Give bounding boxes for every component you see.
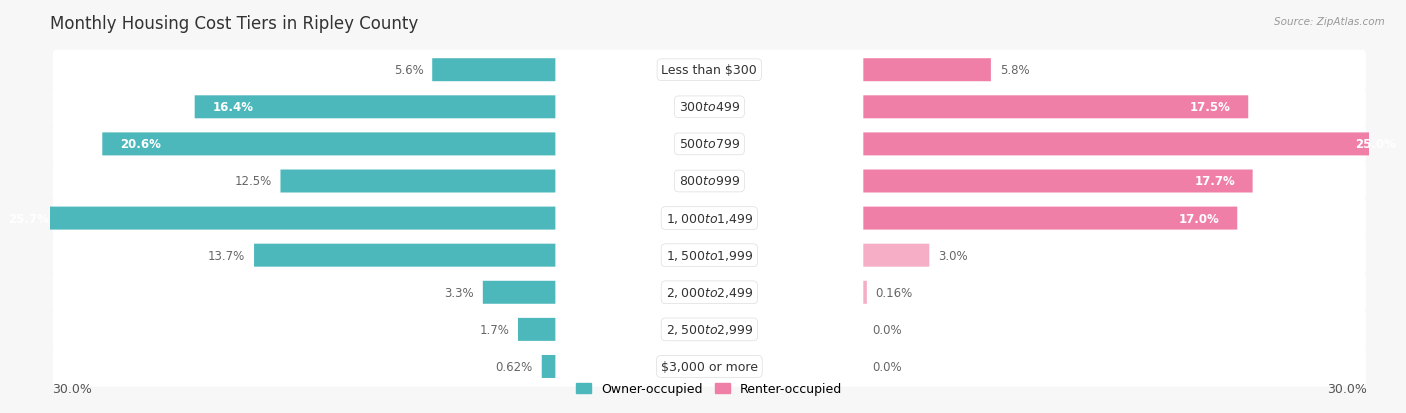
Text: $1,500 to $1,999: $1,500 to $1,999	[665, 249, 754, 263]
FancyBboxPatch shape	[280, 170, 555, 193]
Text: 3.3%: 3.3%	[444, 286, 474, 299]
Text: 20.6%: 20.6%	[120, 138, 160, 151]
Text: Source: ZipAtlas.com: Source: ZipAtlas.com	[1274, 17, 1385, 26]
Text: 3.0%: 3.0%	[938, 249, 967, 262]
FancyBboxPatch shape	[863, 96, 1249, 119]
FancyBboxPatch shape	[53, 88, 1365, 128]
FancyBboxPatch shape	[863, 133, 1406, 156]
Text: $3,000 or more: $3,000 or more	[661, 360, 758, 373]
FancyBboxPatch shape	[53, 50, 1365, 90]
FancyBboxPatch shape	[53, 347, 1365, 387]
Text: Monthly Housing Cost Tiers in Ripley County: Monthly Housing Cost Tiers in Ripley Cou…	[49, 15, 418, 33]
Text: 25.7%: 25.7%	[7, 212, 49, 225]
FancyBboxPatch shape	[432, 59, 555, 82]
Text: 16.4%: 16.4%	[212, 101, 253, 114]
FancyBboxPatch shape	[863, 281, 868, 304]
FancyBboxPatch shape	[517, 318, 555, 341]
FancyBboxPatch shape	[53, 235, 1365, 275]
Text: 0.0%: 0.0%	[872, 360, 901, 373]
FancyBboxPatch shape	[194, 96, 555, 119]
FancyBboxPatch shape	[863, 170, 1253, 193]
FancyBboxPatch shape	[53, 199, 1365, 239]
Text: 30.0%: 30.0%	[1327, 382, 1367, 395]
Text: Less than $300: Less than $300	[661, 64, 758, 77]
FancyBboxPatch shape	[103, 133, 555, 156]
Text: 5.8%: 5.8%	[1000, 64, 1029, 77]
Text: $500 to $799: $500 to $799	[679, 138, 740, 151]
Text: 0.16%: 0.16%	[876, 286, 912, 299]
Text: 12.5%: 12.5%	[235, 175, 271, 188]
Text: $800 to $999: $800 to $999	[679, 175, 740, 188]
FancyBboxPatch shape	[863, 207, 1237, 230]
Legend: Owner-occupied, Renter-occupied: Owner-occupied, Renter-occupied	[576, 382, 842, 395]
Text: 17.0%: 17.0%	[1178, 212, 1219, 225]
FancyBboxPatch shape	[254, 244, 555, 267]
Text: 0.62%: 0.62%	[496, 360, 533, 373]
Text: 25.0%: 25.0%	[1355, 138, 1396, 151]
FancyBboxPatch shape	[863, 244, 929, 267]
Text: 13.7%: 13.7%	[208, 249, 245, 262]
FancyBboxPatch shape	[53, 161, 1365, 202]
Text: 30.0%: 30.0%	[52, 382, 91, 395]
Text: 5.6%: 5.6%	[394, 64, 423, 77]
FancyBboxPatch shape	[541, 355, 555, 378]
Text: $2,500 to $2,999: $2,500 to $2,999	[665, 323, 754, 337]
FancyBboxPatch shape	[0, 207, 555, 230]
Text: $2,000 to $2,499: $2,000 to $2,499	[665, 285, 754, 299]
Text: 1.7%: 1.7%	[479, 323, 509, 336]
Text: 17.7%: 17.7%	[1194, 175, 1234, 188]
Text: 0.0%: 0.0%	[872, 323, 901, 336]
Text: $300 to $499: $300 to $499	[679, 101, 740, 114]
Text: 17.5%: 17.5%	[1189, 101, 1230, 114]
FancyBboxPatch shape	[53, 310, 1365, 349]
FancyBboxPatch shape	[482, 281, 555, 304]
FancyBboxPatch shape	[53, 125, 1365, 164]
FancyBboxPatch shape	[53, 273, 1365, 313]
FancyBboxPatch shape	[863, 59, 991, 82]
Text: $1,000 to $1,499: $1,000 to $1,499	[665, 211, 754, 225]
